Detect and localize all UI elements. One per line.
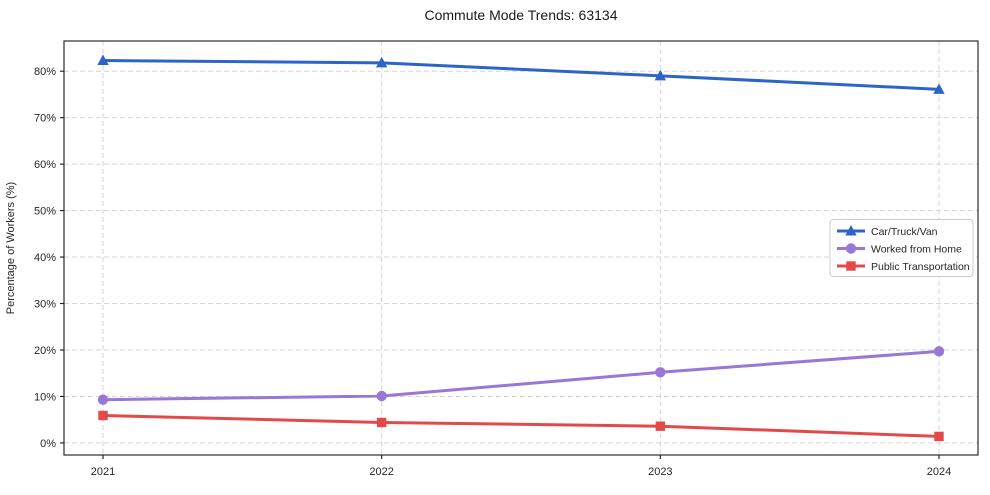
series-marker-worked-from-home [933,346,945,357]
series-line-public-transportation [102,414,940,438]
chart-title: Commute Mode Trends: 63134 [424,7,618,23]
legend-label-public-transportation: Public Transportation [871,261,970,273]
y-axis-tick-label: 0% [40,438,56,450]
x-axis-tick-label: 2024 [927,466,951,478]
series-line-car-truck-van [102,59,940,91]
y-axis-tick-label: 50% [34,206,56,218]
y-axis-tick-label: 10% [34,391,56,403]
x-axis-tick-label: 2021 [91,466,115,478]
legend-label-worked-from-home: Worked from Home [871,243,962,255]
series-marker-worked-from-home [376,390,387,402]
y-axis-tick-label: 40% [34,252,56,264]
legend-marker-public-transportation [846,261,856,271]
y-axis-tick-label: 20% [34,345,56,357]
legend-box [829,219,974,277]
series-marker-public-transportation [376,417,387,428]
legend-marker-worked-from-home [845,243,857,254]
plot-border [63,40,979,456]
series-marker-car-truck-van [933,83,945,94]
series-marker-worked-from-home [97,394,109,405]
legend-marker-car-truck-van [845,225,857,236]
series-line-worked-from-home [102,349,940,402]
y-axis-label: Percentage of Workers (%) [5,182,17,314]
y-axis-tick-label: 80% [34,66,56,78]
series-marker-public-transportation [98,410,108,421]
y-axis-tick-label: 60% [34,159,56,171]
series-marker-public-transportation [655,421,666,431]
series-marker-car-truck-van [97,54,109,66]
legend-label-car-truck-van: Car/Truck/Van [871,226,938,238]
series-marker-car-truck-van [375,56,388,68]
series-marker-public-transportation [934,431,944,442]
series-marker-car-truck-van [654,69,667,81]
y-axis-tick-label: 70% [34,113,56,125]
series-marker-worked-from-home [655,367,666,378]
x-axis-tick-label: 2023 [648,466,672,478]
y-axis-tick-label: 30% [34,299,56,311]
x-axis-tick-label: 2022 [369,466,393,478]
